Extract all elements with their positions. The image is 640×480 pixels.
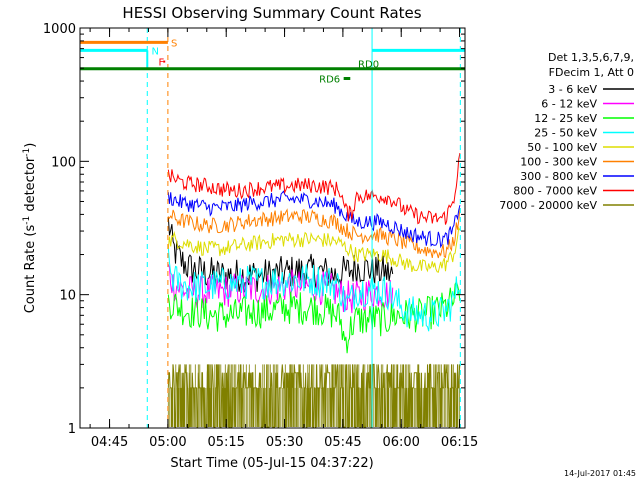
series-trace: [167, 153, 461, 225]
generated-timestamp: 14-Jul-2017 01:45: [564, 469, 636, 478]
series-6: [167, 208, 461, 259]
series-trace: [167, 280, 461, 354]
legend-entry-6: 100 - 300 keV: [520, 156, 634, 169]
x-tick-label: 06:15: [441, 435, 478, 450]
legend-label: 300 - 800 keV: [520, 170, 597, 183]
legend-entry-3: 12 - 25 keV: [534, 112, 634, 125]
y-tick-label: 1000: [43, 22, 76, 37]
series-8: [167, 153, 461, 225]
marker-layer: S NF RD0 RD6: [80, 28, 465, 428]
series-trace: [167, 247, 461, 332]
x-axis-label: Start Time (05-Jul-15 04:37:22): [170, 456, 373, 471]
flag-f: F: [159, 58, 165, 69]
y-tick-label: 100: [51, 155, 76, 170]
legend-label: 12 - 25 keV: [534, 112, 597, 125]
y-tick-label: 1: [68, 422, 76, 437]
y-axis-label-main: Count Rate (s: [23, 225, 38, 314]
legend-header-2: FDecim 1, Att 0: [549, 66, 634, 79]
legend-label: 3 - 6 keV: [548, 83, 597, 96]
legend-label: 7000 - 20000 keV: [499, 199, 597, 212]
legend-entry-7: 300 - 800 keV: [520, 170, 634, 183]
series-trace: [167, 208, 461, 259]
legend-header-1: Det 1,3,5,6,7,9,: [548, 51, 634, 64]
series-4: [167, 247, 461, 332]
flag-label: N: [152, 46, 159, 57]
legend-entry-5: 50 - 100 keV: [527, 141, 634, 154]
y-axis-label-mid: detector: [23, 156, 38, 216]
chart-title: HESSI Observing Summary Count Rates: [122, 4, 421, 22]
x-tick-label: 05:00: [149, 435, 186, 450]
flag-s: S: [80, 38, 177, 49]
tick-layer: 04:45 05:00 05:15 05:30 05:45 06:00 06:15 1 10 10…: [43, 22, 478, 450]
series-1: [167, 216, 394, 293]
series-trace: [167, 226, 461, 273]
plot-frame: [79, 27, 466, 429]
y-axis-label: Count Rate (s-1 detector-1): [22, 143, 38, 314]
flag-label: RD0: [358, 60, 379, 71]
x-tick-label: 05:45: [324, 435, 361, 450]
flag-rd0: RD0: [80, 60, 465, 71]
flag-n: N: [80, 46, 465, 69]
legend-label: 800 - 7000 keV: [513, 185, 597, 198]
legend-entry-9: 7000 - 20000 keV: [499, 199, 634, 212]
series-7: [167, 190, 461, 249]
series-trace: [167, 216, 394, 293]
flag-f-dot: [163, 60, 166, 63]
legend-label: 50 - 100 keV: [527, 141, 597, 154]
legend-entry-4: 25 - 50 keV: [534, 127, 634, 140]
flag-label: S: [171, 38, 177, 49]
legend-label: 25 - 50 keV: [534, 127, 597, 140]
y-axis-label-sup2: -1: [22, 148, 32, 157]
flag-label: RD6: [319, 75, 340, 86]
series-3: [167, 280, 461, 354]
y-axis-label-end: ): [23, 143, 38, 148]
legend-label: 100 - 300 keV: [520, 156, 597, 169]
series-5: [167, 226, 461, 273]
y-tick-label: 10: [59, 289, 76, 304]
x-tick-label: 06:00: [382, 435, 419, 450]
legend-entry-1: 3 - 6 keV: [548, 83, 634, 96]
legend-entry-2: 6 - 12 keV: [541, 98, 634, 111]
flag-rd6: RD6: [319, 75, 351, 86]
x-tick-label: 05:15: [207, 435, 244, 450]
y-axis-label-sup1: -1: [22, 216, 32, 225]
legend-entry-8: 800 - 7000 keV: [513, 185, 634, 198]
flag-label: F: [159, 58, 165, 69]
legend-label: 6 - 12 keV: [541, 98, 597, 111]
x-tick-label: 05:30: [266, 435, 303, 450]
series-trace: [167, 190, 461, 249]
x-tick-label: 04:45: [91, 435, 128, 450]
